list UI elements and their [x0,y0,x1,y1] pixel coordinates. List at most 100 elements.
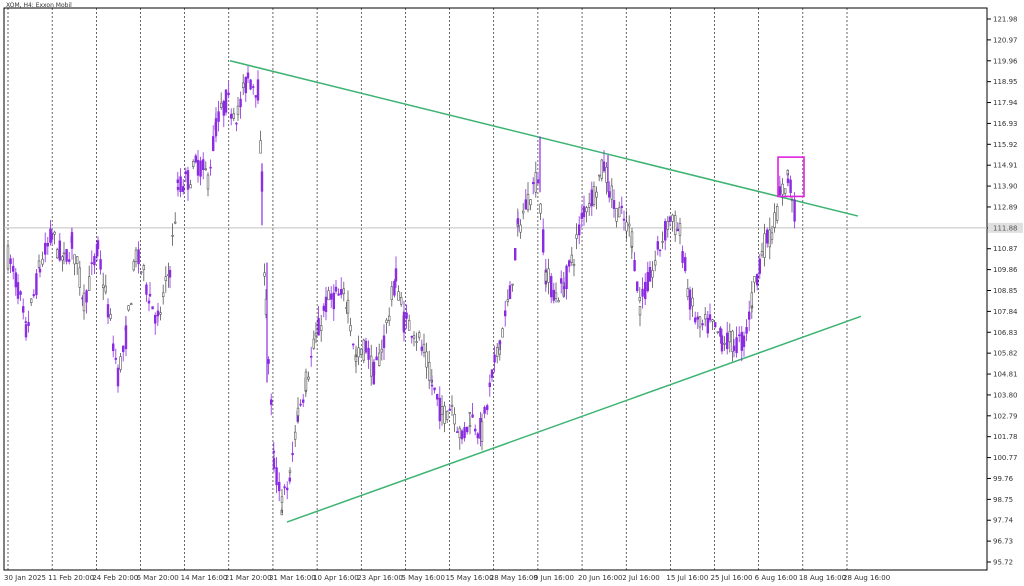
candle-body [732,345,736,351]
candle-body [747,311,751,320]
highlight-box[interactable] [777,156,805,198]
x-tick-label: 6 Mar 20:00 [136,574,178,582]
candle-body [453,413,456,425]
candle-body [483,406,486,414]
candle-body [498,341,502,345]
x-tick-label: 30 Jan 2025 [4,574,46,582]
candle-body [151,306,154,310]
trendline-lower[interactable] [286,315,862,523]
candle-body [468,425,472,427]
candle-body [503,310,507,317]
candle-body [50,233,54,240]
candle-body [239,98,242,108]
candle-body [458,427,461,439]
candle-body [691,297,694,307]
candle-body [90,262,94,264]
candle-body [562,286,566,290]
candle-body [291,453,294,456]
candle-body [539,203,542,214]
candle-body [246,72,250,79]
candle-body [638,306,642,316]
candle-body [127,305,130,311]
candle-body [663,221,667,241]
y-tick-label: 119.96 [993,57,1018,65]
y-tick-label: 114.91 [993,162,1018,170]
candle-body [277,481,281,492]
candle-body [399,297,403,305]
candle-body [435,393,439,400]
chart-title: XOM, H4: Exxon Mobil [6,2,72,9]
x-tick-label: 10 Apr 16:00 [313,574,359,582]
candle-body [176,186,180,190]
candle-body [668,216,672,222]
candle-body [285,487,289,491]
candle-body [651,270,654,278]
candle-body [337,293,340,296]
candle-body [275,467,278,486]
candle-body [455,431,459,433]
candle-body [46,242,50,247]
candle-body [70,232,74,249]
candle-body [758,258,762,274]
trendline-upper[interactable] [229,60,859,217]
candle-body [723,342,726,345]
candle-body [658,249,662,252]
candle-body [706,317,710,334]
y-tick-label: 115.92 [993,141,1018,149]
candle-body [62,252,66,255]
candle-body [570,254,574,263]
x-tick-label: 28 Aug 16:00 [843,574,890,582]
candle-body [199,160,202,177]
candle-body [490,369,494,378]
candle-body [661,241,664,243]
candle-body [582,206,586,218]
y-tick-label: 113.90 [993,183,1018,191]
candle-body [448,408,451,411]
candle-body [725,332,729,350]
candle-body [230,113,233,119]
candle-body [638,297,642,301]
candle-body [61,256,64,261]
candle-body [27,322,30,326]
candle-body [541,229,545,253]
candle-body [171,234,174,237]
candle-body [106,304,110,318]
candle-body [37,260,41,268]
candle-body [114,357,118,360]
candle-body [627,223,631,227]
candle-body [635,281,639,292]
candle-body [524,199,528,210]
candle-body [488,382,491,387]
candle-body [220,102,223,108]
candle-body [35,273,38,296]
candle-body [686,288,690,298]
candle-body [450,404,454,407]
candle-body [32,294,36,297]
candle-body [760,251,764,256]
candle-body [575,234,578,239]
x-tick-label: 25 Jul 16:00 [711,574,753,582]
candle-body [430,384,434,387]
current-price-tag [988,222,1023,233]
candle-body [617,207,621,218]
candle-body [214,118,218,137]
candle-body [96,240,100,250]
candle-body [587,203,591,208]
candle-body [508,285,512,300]
candle-body [137,249,140,265]
candle-body [480,421,484,442]
candle-body [501,328,504,338]
candle-body [549,276,553,298]
candle-body [307,376,310,380]
y-tick-label: 107.84 [993,308,1018,316]
candle-body [412,335,416,339]
candle-body [696,316,700,320]
candle-body [597,174,601,177]
candle-body [322,305,325,311]
candle-body [567,260,571,267]
candle-body [222,101,225,116]
candle-body [354,356,358,362]
candle-body [783,188,787,194]
candle-body [362,339,365,361]
